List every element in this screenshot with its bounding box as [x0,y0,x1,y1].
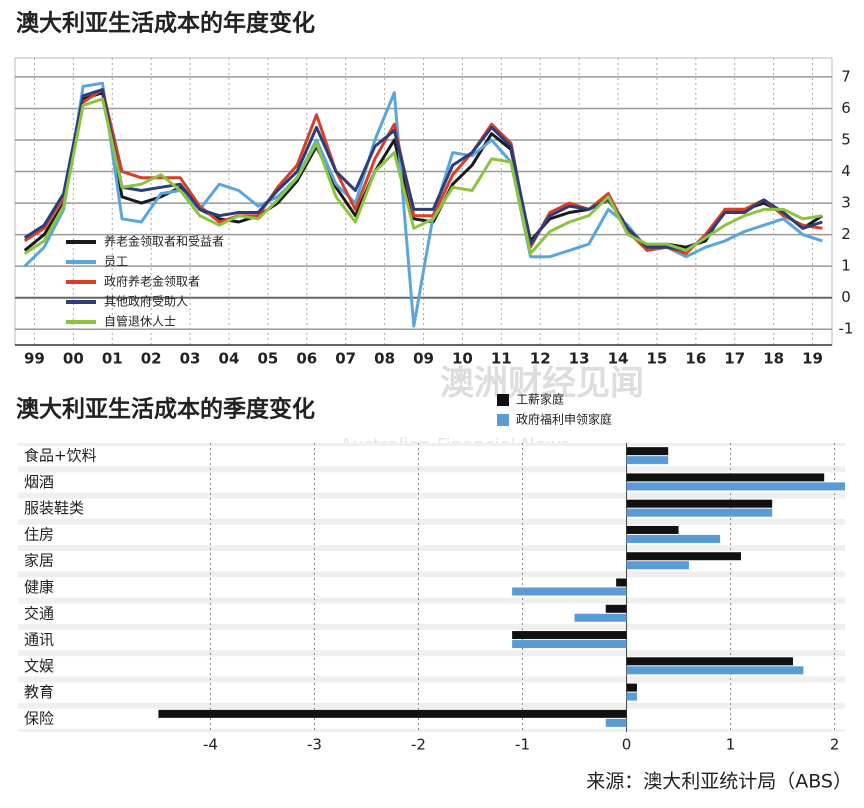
bar [616,578,627,587]
x-tick-label: 04 [219,350,240,368]
bar [626,534,721,543]
series-line [23,97,823,255]
y-tick-label: 文娱 [24,657,54,675]
y-tick-label: 0 [841,288,851,306]
bar [626,683,637,692]
x-tick-label: 08 [374,350,395,368]
row-stripe [18,629,845,651]
x-tick-label: -1 [515,736,530,754]
x-tick-label: 15 [646,350,667,368]
y-tick-label: 服装鞋类 [24,499,84,517]
y-tick-label: 家居 [24,552,54,570]
watermark: 澳洲财经见闻 [440,364,644,404]
y-tick-label: 保险 [24,709,54,727]
y-tick-label: 5 [841,131,851,149]
y-tick-label: 通讯 [24,631,54,649]
bar [626,456,669,465]
y-tick-label: 3 [841,194,851,212]
x-tick-label: 14 [608,350,629,368]
chart-title: 澳大利亚生活成本的年度变化 [16,10,315,37]
x-tick-label: 18 [763,350,784,368]
x-tick-label: 03 [180,350,201,368]
x-tick-label: -3 [307,736,322,754]
bar [626,657,793,666]
x-tick-label: -4 [203,736,218,754]
row-stripe [18,577,845,598]
bar [626,473,825,482]
y-tick-label: 7 [841,67,851,85]
bar [574,613,627,622]
row-stripe [18,524,845,546]
chart-title: 澳大利亚生活成本的季度变化 [16,396,315,423]
bar [512,640,627,649]
bar [626,508,773,517]
x-tick-label: 17 [724,350,745,368]
bar [626,482,845,491]
legend-label: 自管退休人士 [104,314,176,329]
y-tick-label: 交通 [24,604,54,622]
bar [626,525,679,534]
x-tick-label: 01 [102,350,123,368]
y-tick-label: 住房 [24,525,54,543]
legend-label: 政府福利申领家庭 [516,412,612,427]
bar [605,718,627,727]
y-tick-label: 健康 [24,578,54,596]
x-tick-label: 16 [685,350,706,368]
x-tick-label: 00 [63,350,84,368]
x-tick-label: 1 [726,736,736,754]
legend-label: 其他政府受助人 [104,294,188,309]
bar [626,666,804,675]
legend-label: 员工 [104,255,128,269]
bar [626,692,637,701]
y-tick-label: 烟酒 [24,473,54,491]
x-tick-label: 07 [335,350,356,368]
bar [626,561,689,570]
y-tick-label: 1 [841,257,851,275]
y-tick-label: 食品+饮料 [24,447,97,465]
x-tick-label: 06 [296,350,317,368]
bar [512,587,627,596]
bar [158,709,627,718]
legend-label: 政府养老金领取者 [104,274,200,289]
legend-label: 养老金领取者和受益者 [104,234,224,249]
row-stripe [18,446,845,467]
bar [626,447,669,456]
x-tick-label: 13 [569,350,590,368]
source: 来源：澳大利亚统计局（ABS） [586,771,852,793]
x-tick-label: 09 [413,350,434,368]
y-tick-label: 教育 [24,683,54,701]
row-stripe [18,603,845,624]
x-tick-label: 12 [530,350,551,368]
legend-label: 工薪家庭 [516,392,564,407]
x-tick-label: 0 [622,736,632,754]
x-tick-label: 05 [257,350,278,368]
x-tick-label: 10 [452,350,473,368]
y-tick-label: 2 [841,225,851,243]
bar [626,499,773,508]
bar [626,552,741,561]
bar [605,604,627,613]
series-line [23,81,823,328]
x-tick-label: 2 [830,736,840,754]
y-tick-label: -1 [839,320,854,338]
y-tick-label: 6 [841,99,851,117]
x-tick-label: 99 [24,350,45,368]
x-tick-label: 19 [802,350,823,368]
legend-swatch [497,394,509,406]
x-tick-label: 02 [141,350,162,368]
x-tick-label: -2 [411,736,426,754]
bar [512,631,627,640]
legend-swatch [497,414,509,426]
y-tick-label: 4 [841,162,851,180]
row-stripe [18,682,845,703]
x-tick-label: 11 [491,350,512,368]
